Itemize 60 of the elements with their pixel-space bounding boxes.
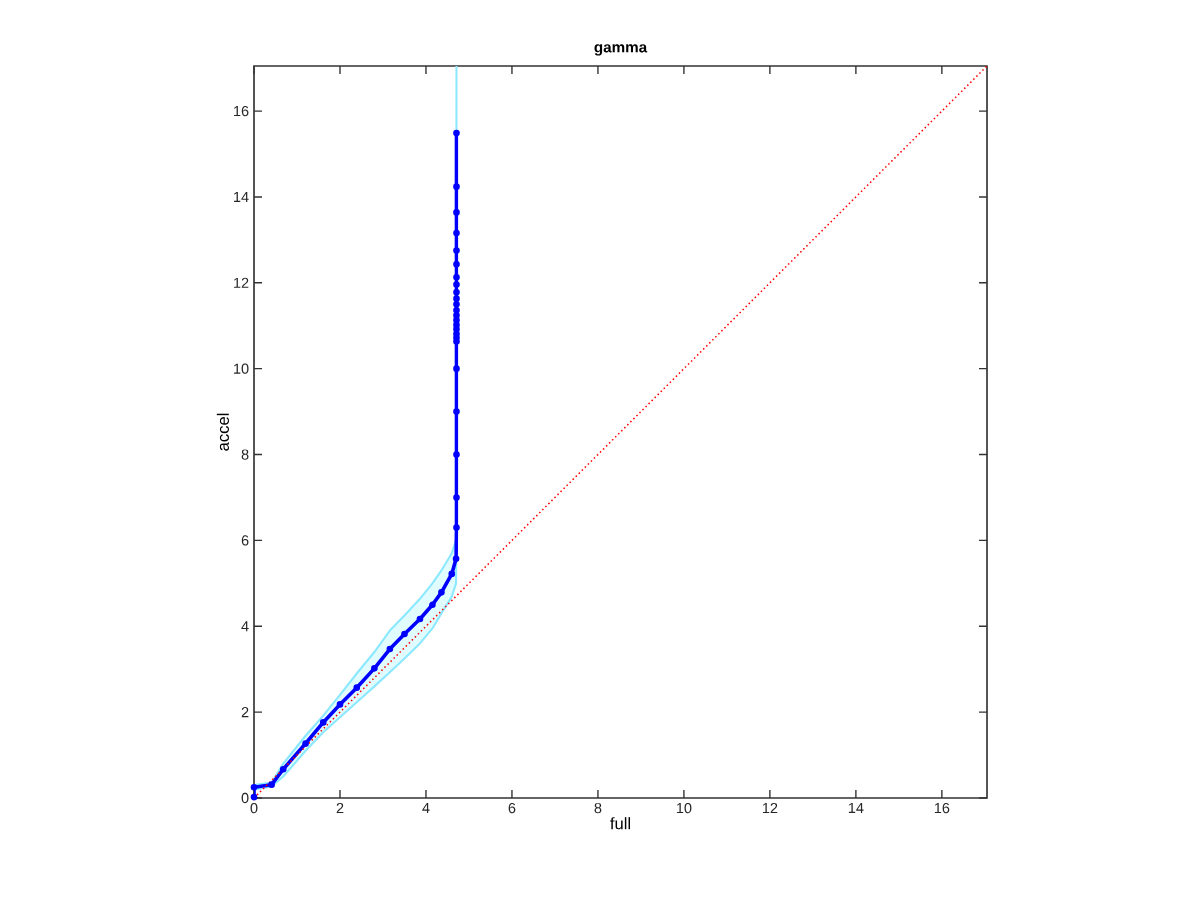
point [453, 316, 460, 324]
x-tick-label: 6 [508, 802, 516, 814]
point [401, 630, 408, 638]
point [453, 261, 460, 268]
point [453, 229, 460, 237]
x-tick-label: 2 [336, 802, 344, 814]
y-tick-label: 14 [234, 191, 249, 202]
x-tick-label: 16 [934, 802, 950, 814]
point [438, 589, 445, 596]
chart-title: gamma [594, 44, 648, 56]
point [453, 365, 460, 372]
point [250, 783, 258, 791]
point [453, 321, 460, 329]
point [453, 295, 460, 303]
point [371, 665, 378, 672]
point [453, 288, 460, 296]
y-tick-label: 2 [241, 707, 249, 718]
point [453, 338, 460, 345]
y-axis-title: accel [216, 413, 229, 451]
point [453, 408, 460, 415]
x-tick-label: 14 [848, 802, 864, 813]
point [453, 281, 460, 288]
x-tick-label: 12 [762, 802, 778, 814]
point [453, 451, 460, 458]
point [302, 740, 309, 747]
point [416, 615, 424, 623]
y-tick-label: 6 [241, 535, 249, 546]
point [336, 701, 344, 708]
point [319, 719, 327, 726]
point [386, 645, 394, 653]
y-tick-label: 0 [241, 792, 249, 804]
point [279, 765, 287, 773]
point [453, 183, 460, 190]
y-tick-label: 8 [241, 449, 249, 460]
point [453, 247, 460, 254]
point [453, 524, 460, 531]
x-axis-title: full [610, 817, 631, 830]
point [453, 300, 460, 308]
x-tick-label: 4 [422, 802, 430, 813]
point [453, 209, 460, 216]
x-tick-label: 10 [676, 802, 692, 814]
y-tick-label: 12 [234, 277, 249, 288]
point [452, 555, 460, 563]
x-tick-label: 0 [250, 802, 258, 814]
point [453, 330, 460, 338]
y-tick-label: 10 [234, 363, 249, 374]
point [453, 273, 460, 281]
point [453, 306, 460, 314]
point [429, 601, 436, 609]
point [453, 312, 460, 319]
point [268, 781, 275, 789]
point [453, 494, 460, 501]
point [453, 325, 460, 333]
y-tick-label: 4 [241, 621, 249, 632]
x-tick-label: 8 [594, 802, 602, 814]
point [353, 684, 361, 691]
point [250, 793, 258, 801]
y-tick-label: 16 [234, 105, 249, 117]
point [448, 570, 456, 578]
point [453, 129, 460, 137]
